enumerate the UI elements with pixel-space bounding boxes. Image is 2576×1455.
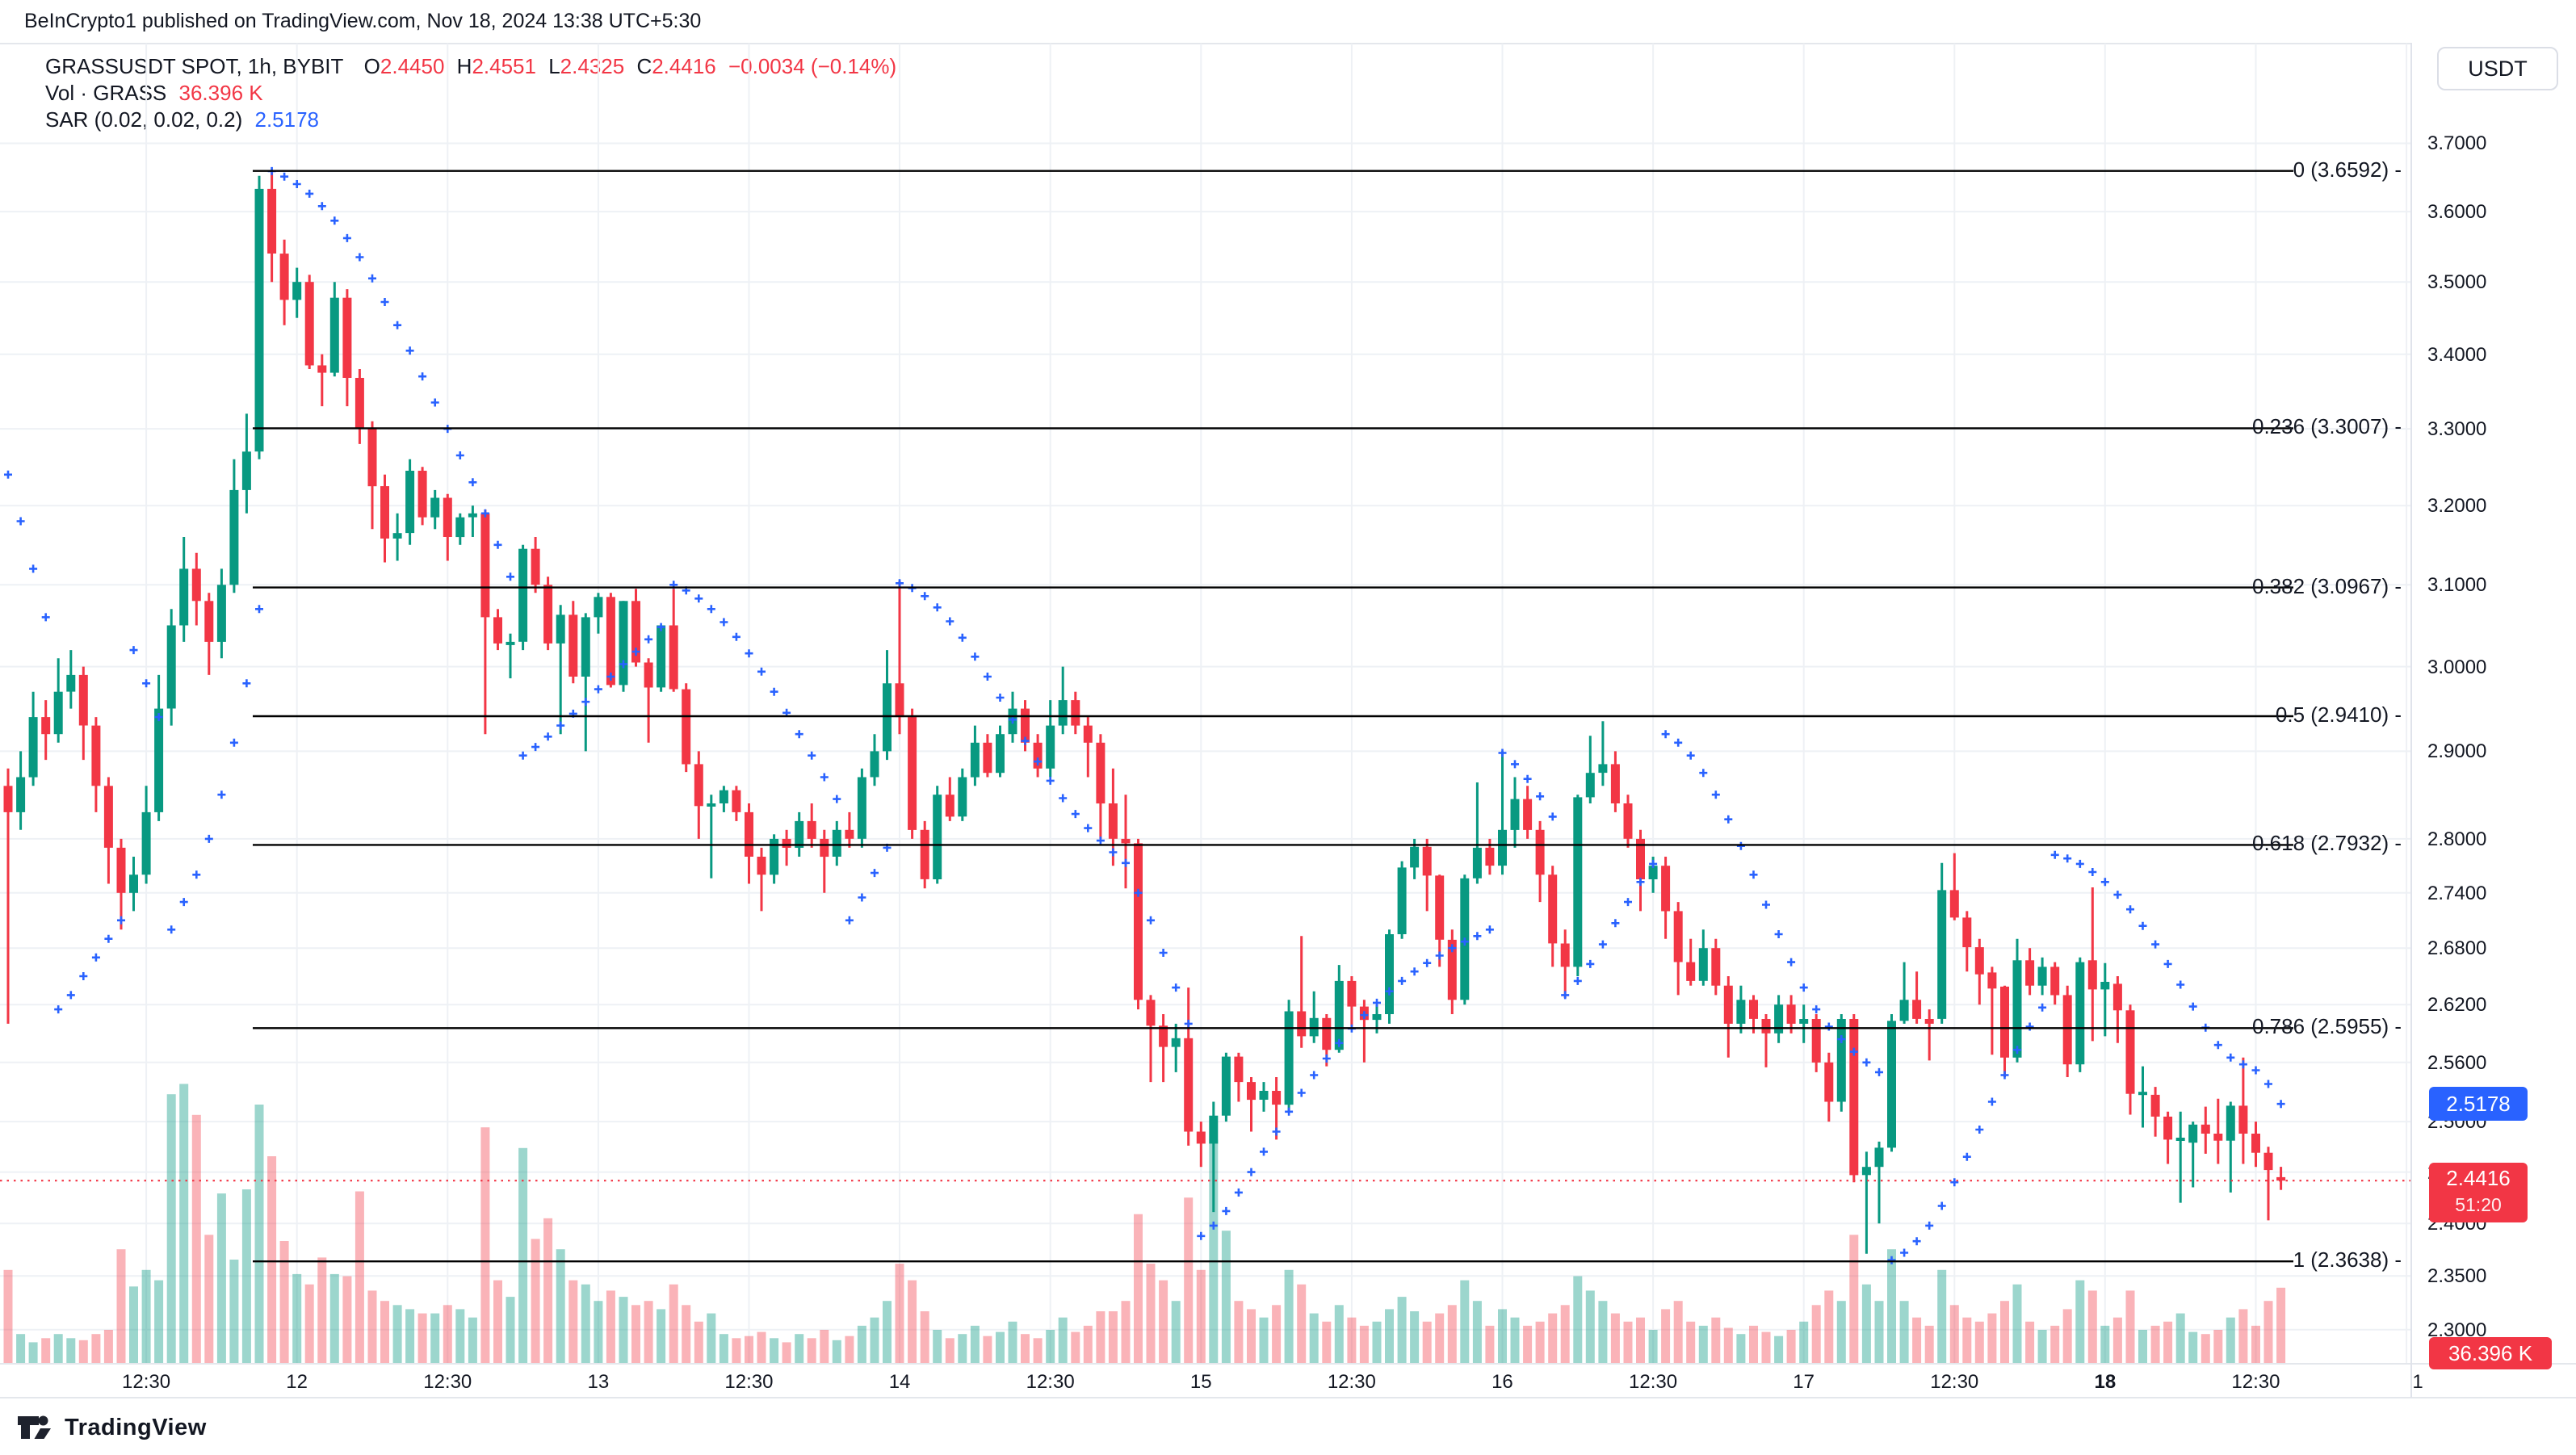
fib-level-label: 0.382 (3.0967) - [2251, 573, 2402, 598]
price-tick-label: 3.7000 [2427, 132, 2487, 155]
sar-value: 2.5178 [254, 107, 320, 132]
volume-value: 36.396 K [178, 81, 263, 105]
last-price-value: 2.4416 [2446, 1166, 2511, 1191]
change-value: −0.0034 (−0.14%) [728, 54, 897, 78]
time-tick-label: 12:30 [1930, 1371, 1979, 1393]
time-tick-label: 12 [286, 1371, 308, 1393]
price-tick-label: 2.3500 [2427, 1265, 2487, 1288]
open-label: O [363, 54, 380, 78]
time-tick-label: 15 [1189, 1371, 1212, 1393]
fib-level-label: 1 (2.3638) - [2293, 1247, 2402, 1273]
legend-symbol-row[interactable]: GRASSUSDT SPOT, 1h, BYBIT O2.4450 H2.455… [45, 53, 896, 80]
tradingview-logo[interactable]: TradingView [16, 1411, 207, 1444]
price-tick-label: 3.2000 [2427, 495, 2487, 518]
time-tick-label: 12:30 [1327, 1371, 1376, 1393]
price-tick-label: 2.9000 [2427, 740, 2487, 763]
price-tick-label: 2.6800 [2427, 937, 2487, 960]
fib-level-label: 0.618 (2.7932) - [2251, 831, 2402, 856]
tradingview-logo-icon [18, 1415, 51, 1439]
price-axis-border [2410, 43, 2412, 1398]
volume-badge: 36.396 K [2429, 1337, 2552, 1369]
time-tick-label: 12:30 [423, 1371, 472, 1393]
time-tick-label: 16 [1491, 1371, 1513, 1393]
price-tick-label: 2.7400 [2427, 882, 2487, 904]
sar-label[interactable]: SAR (0.02, 0.02, 0.2) [45, 107, 243, 132]
sar-price-badge: 2.5178 [2429, 1087, 2528, 1122]
close-label: C [636, 54, 652, 78]
price-tick-label: 2.6200 [2427, 994, 2487, 1017]
high-value: 2.4551 [472, 54, 536, 78]
fib-level-label: 0.5 (2.9410) - [2275, 702, 2402, 728]
close-value: 2.4416 [652, 54, 716, 78]
legend-sar-row[interactable]: SAR (0.02, 0.02, 0.2) 2.5178 [45, 107, 896, 133]
fib-level-label: 0 (3.6592) - [2293, 157, 2402, 182]
time-axis-border [0, 1363, 2576, 1365]
open-value: 2.4450 [380, 54, 445, 78]
tradingview-brand-text[interactable]: TradingView [65, 1414, 207, 1440]
price-tick-label: 3.4000 [2427, 343, 2487, 366]
candle-countdown: 51:20 [2455, 1194, 2502, 1216]
currency-toggle-button[interactable]: USDT [2437, 47, 2558, 90]
high-label: H [456, 54, 472, 78]
time-tick-label: 12:30 [122, 1371, 171, 1393]
time-tick-label: 13 [587, 1371, 610, 1393]
time-tick-label-current-day: 18 [2094, 1371, 2117, 1393]
low-label: L [548, 54, 560, 78]
time-tick-label: 12:30 [1629, 1371, 1678, 1393]
price-tick-label: 3.1000 [2427, 574, 2487, 597]
price-tick-label: 3.5000 [2427, 271, 2487, 294]
page-title: BeInCrypto1 published on TradingView.com… [24, 10, 702, 32]
symbol-title[interactable]: GRASSUSDT SPOT, 1h, BYBIT [45, 54, 344, 78]
time-tick-label: 14 [888, 1371, 911, 1393]
price-tick-label: 3.3000 [2427, 418, 2487, 441]
fib-level-label: 0.786 (2.5955) - [2251, 1014, 2402, 1039]
time-tick-label: 17 [1793, 1371, 1815, 1393]
price-tick-label: 3.6000 [2427, 201, 2487, 224]
fib-level-label: 0.236 (3.3007) - [2251, 414, 2402, 439]
price-tick-label: 3.0000 [2427, 656, 2487, 678]
header-divider [0, 43, 2410, 44]
price-tick-label: 2.8000 [2427, 828, 2487, 850]
price-tick-label: 2.5600 [2427, 1051, 2487, 1074]
low-value: 2.4325 [560, 54, 625, 78]
time-tick-label: 1 [2412, 1371, 2423, 1393]
time-tick-label: 12:30 [1026, 1371, 1075, 1393]
time-tick-label: 12:30 [724, 1371, 774, 1393]
footer-border [0, 1397, 2576, 1398]
time-tick-label: 12:30 [2231, 1371, 2280, 1393]
last-price-badge: 2.4416 51:20 [2429, 1163, 2528, 1223]
